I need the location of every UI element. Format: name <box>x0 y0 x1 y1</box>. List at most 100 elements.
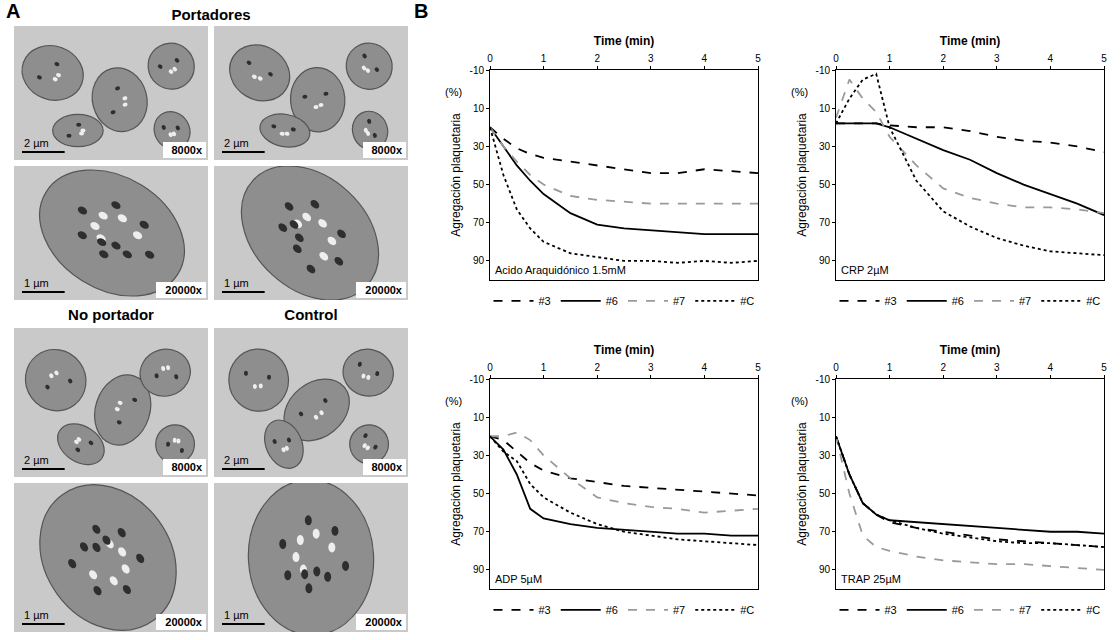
svg-text:70: 70 <box>473 526 485 537</box>
html-text:Control: Control <box>284 306 338 323</box>
svg-text:#3: #3 <box>885 295 897 307</box>
svg-text:8000x: 8000x <box>371 144 402 156</box>
svg-text:30: 30 <box>473 141 485 152</box>
svg-text:2 µm: 2 µm <box>224 454 249 466</box>
svg-text:#7: #7 <box>673 604 685 616</box>
svg-text:2: 2 <box>594 362 600 373</box>
svg-text:2: 2 <box>940 362 946 373</box>
svg-text:1: 1 <box>541 53 547 64</box>
svg-text:(%): (%) <box>445 86 462 98</box>
svg-text:2: 2 <box>594 53 600 64</box>
svg-text:ADP 5µM: ADP 5µM <box>495 573 542 585</box>
svg-text:#7: #7 <box>1019 295 1031 307</box>
svg-text:3: 3 <box>994 53 1000 64</box>
svg-text:Time (min): Time (min) <box>594 343 654 357</box>
svg-text:1 µm: 1 µm <box>224 609 249 621</box>
svg-text:8000x: 8000x <box>171 461 202 473</box>
svg-text:#7: #7 <box>673 295 685 307</box>
svg-text:-10: -10 <box>816 374 831 385</box>
svg-text:#6: #6 <box>606 604 618 616</box>
html-text:A: A <box>6 0 21 22</box>
svg-text:20000x: 20000x <box>365 616 403 628</box>
svg-text:0: 0 <box>487 53 493 64</box>
svg-text:(%): (%) <box>791 86 808 98</box>
svg-text:1 µm: 1 µm <box>24 609 49 621</box>
svg-text:4: 4 <box>1048 362 1054 373</box>
svg-text:70: 70 <box>473 217 485 228</box>
html-text:No portador: No portador <box>68 306 154 323</box>
html-text:Portadores: Portadores <box>171 6 251 23</box>
svg-text:0: 0 <box>833 53 839 64</box>
svg-text:Agregación plaquetaria: Agregación plaquetaria <box>449 422 463 546</box>
svg-text:#C: #C <box>1086 604 1100 616</box>
svg-text:50: 50 <box>819 179 831 190</box>
svg-text:-10: -10 <box>470 65 485 76</box>
svg-text:30: 30 <box>819 141 831 152</box>
svg-text:(%): (%) <box>791 395 808 407</box>
svg-text:CRP 2µM: CRP 2µM <box>841 264 889 276</box>
svg-text:0: 0 <box>833 362 839 373</box>
svg-text:1: 1 <box>887 362 893 373</box>
svg-text:#6: #6 <box>952 604 964 616</box>
svg-text:20000x: 20000x <box>365 284 403 296</box>
svg-text:20000x: 20000x <box>165 284 203 296</box>
svg-text:30: 30 <box>819 450 831 461</box>
svg-text:8000x: 8000x <box>371 461 402 473</box>
svg-text:#3: #3 <box>539 604 551 616</box>
svg-text:70: 70 <box>819 217 831 228</box>
svg-text:-10: -10 <box>470 374 485 385</box>
svg-text:-10: -10 <box>816 65 831 76</box>
svg-text:0: 0 <box>487 362 493 373</box>
svg-text:Time (min): Time (min) <box>940 34 1000 48</box>
svg-text:8000x: 8000x <box>171 144 202 156</box>
svg-text:1: 1 <box>887 53 893 64</box>
svg-text:90: 90 <box>819 564 831 575</box>
svg-text:2 µm: 2 µm <box>24 454 49 466</box>
svg-text:1: 1 <box>541 362 547 373</box>
svg-text:10: 10 <box>473 412 485 423</box>
svg-text:#C: #C <box>1086 295 1100 307</box>
svg-text:#C: #C <box>740 604 754 616</box>
svg-text:5: 5 <box>1101 362 1107 373</box>
svg-text:#7: #7 <box>1019 604 1031 616</box>
svg-text:Acido Araquidónico 1.5mM: Acido Araquidónico 1.5mM <box>495 264 626 276</box>
svg-text:10: 10 <box>819 412 831 423</box>
svg-text:1 µm: 1 µm <box>24 277 49 289</box>
svg-text:Time (min): Time (min) <box>940 343 1000 357</box>
svg-text:3: 3 <box>648 53 654 64</box>
svg-text:(%): (%) <box>445 395 462 407</box>
svg-text:Agregación plaquetaria: Agregación plaquetaria <box>795 422 809 546</box>
svg-text:#C: #C <box>740 295 754 307</box>
svg-text:1 µm: 1 µm <box>224 277 249 289</box>
svg-text:2 µm: 2 µm <box>224 137 249 149</box>
svg-text:#3: #3 <box>539 295 551 307</box>
svg-text:70: 70 <box>819 526 831 537</box>
svg-text:5: 5 <box>1101 53 1107 64</box>
svg-text:2 µm: 2 µm <box>24 137 49 149</box>
svg-text:2: 2 <box>940 53 946 64</box>
svg-text:90: 90 <box>473 255 485 266</box>
svg-text:90: 90 <box>473 564 485 575</box>
svg-text:TRAP 25µM: TRAP 25µM <box>841 573 901 585</box>
svg-text:Time (min): Time (min) <box>594 34 654 48</box>
svg-text:#3: #3 <box>885 604 897 616</box>
svg-text:90: 90 <box>819 255 831 266</box>
svg-text:4: 4 <box>702 53 708 64</box>
svg-text:#6: #6 <box>952 295 964 307</box>
svg-text:Agregación plaquetaria: Agregación plaquetaria <box>795 113 809 237</box>
svg-text:50: 50 <box>819 488 831 499</box>
svg-text:10: 10 <box>819 103 831 114</box>
svg-text:3: 3 <box>648 362 654 373</box>
svg-text:5: 5 <box>755 53 761 64</box>
svg-text:#6: #6 <box>606 295 618 307</box>
svg-text:20000x: 20000x <box>165 616 203 628</box>
svg-text:50: 50 <box>473 179 485 190</box>
svg-text:Agregación plaquetaria: Agregación plaquetaria <box>449 113 463 237</box>
svg-text:30: 30 <box>473 450 485 461</box>
svg-text:10: 10 <box>473 103 485 114</box>
svg-text:3: 3 <box>994 362 1000 373</box>
svg-text:4: 4 <box>1048 53 1054 64</box>
svg-text:50: 50 <box>473 488 485 499</box>
svg-text:5: 5 <box>755 362 761 373</box>
svg-text:4: 4 <box>702 362 708 373</box>
